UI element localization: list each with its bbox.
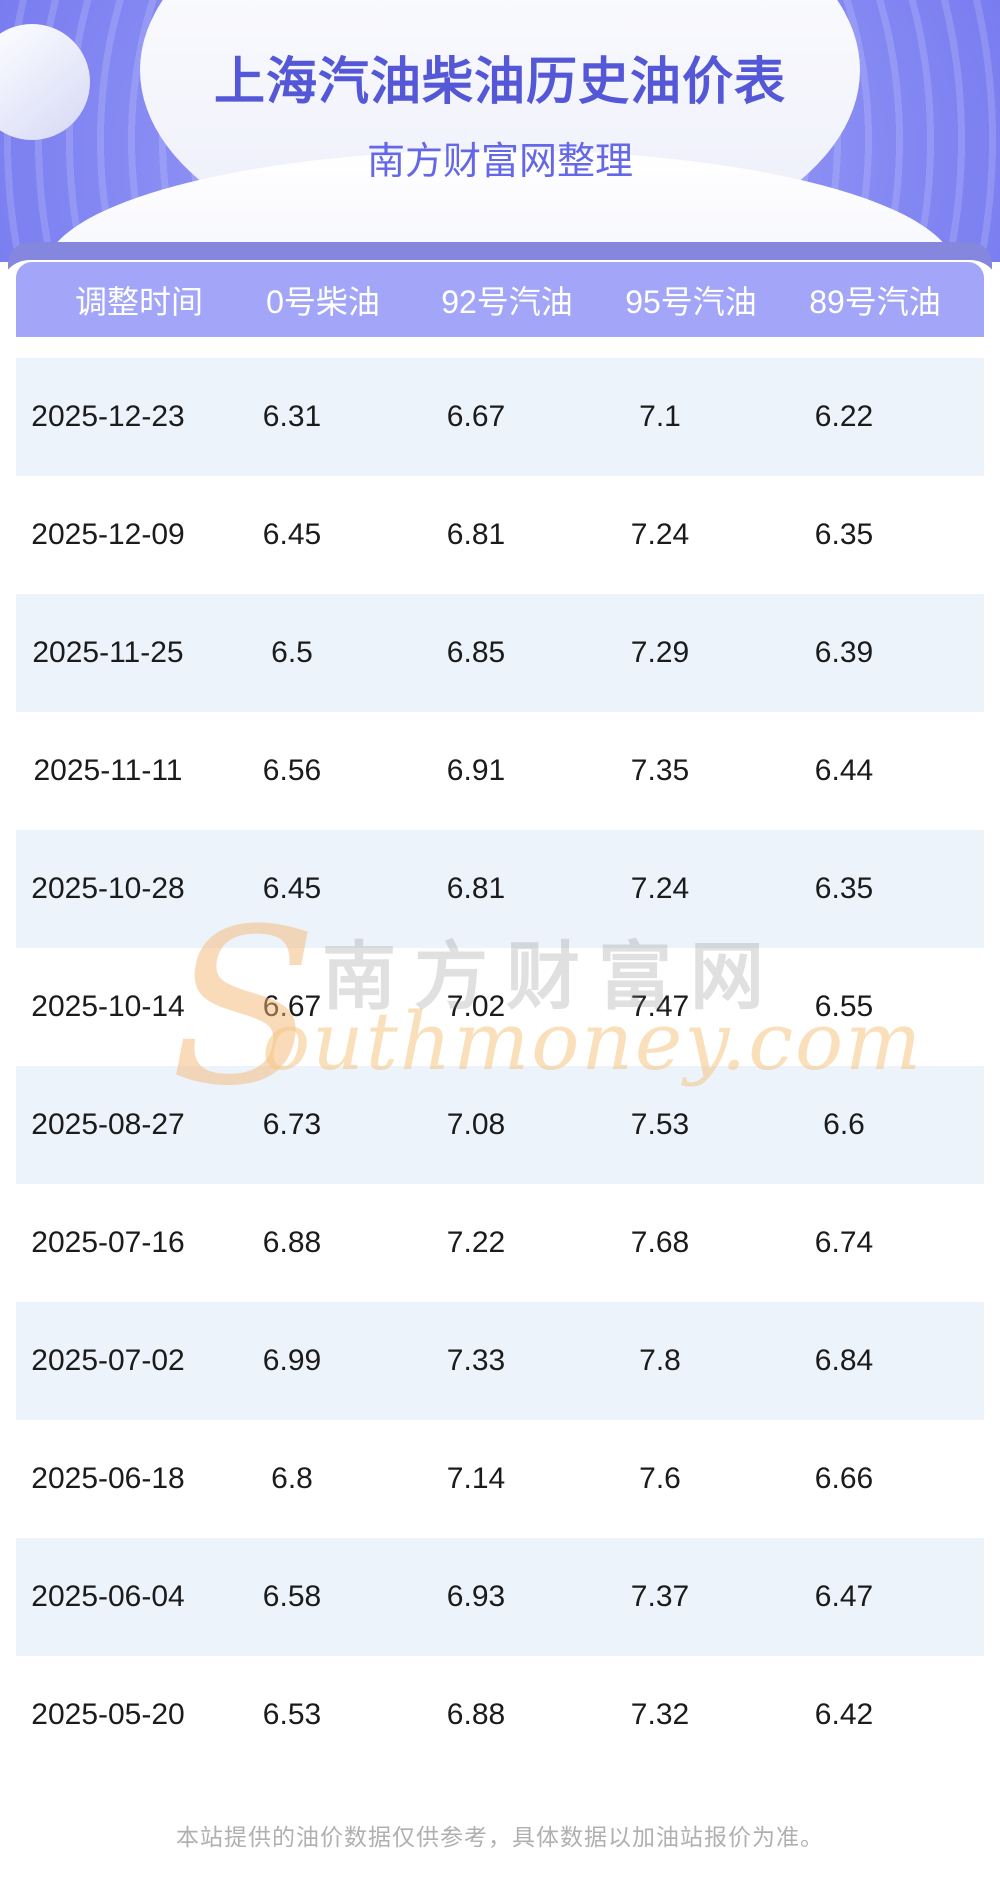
table-body: 2025-12-23 6.31 6.67 7.1 6.22 2025-12-09 6.45 6… <box>16 358 984 1774</box>
cell-price: 7.37 <box>630 1580 690 1613</box>
cell-price: 6.55 <box>814 990 874 1023</box>
cell-date: 2025-07-16 <box>31 1226 185 1259</box>
footer-note: 本站提供的油价数据仅供参考，具体数据以加油站报价为准。 <box>176 1824 824 1850</box>
cell-price: 6.44 <box>814 754 874 787</box>
cell-date: 2025-06-18 <box>31 1462 185 1495</box>
page-title: 上海汽油柴油历史油价表 <box>213 53 786 110</box>
cell-price: 6.73 <box>262 1108 322 1141</box>
cell-price: 6.85 <box>446 636 506 669</box>
table-card: 调整时间 0号柴油 92号汽油 95号汽油 89号汽油 2025-12-23 6.31 6.… <box>0 260 1000 1880</box>
cell-date: 2025-10-14 <box>31 990 185 1023</box>
cell-price: 6.35 <box>814 872 874 905</box>
column-header: 调整时间 <box>74 283 203 320</box>
cell-price: 7.02 <box>446 990 506 1023</box>
cell-price: 7.1 <box>639 400 681 433</box>
cell-price: 6.6 <box>823 1108 865 1141</box>
cell-price: 7.24 <box>630 518 690 551</box>
table-row: 2025-12-23 6.31 6.67 7.1 6.22 <box>16 358 984 476</box>
cell-date: 2025-11-25 <box>32 636 184 669</box>
cell-price: 7.32 <box>630 1698 690 1731</box>
cell-price: 6.93 <box>446 1580 506 1613</box>
cell-price: 6.67 <box>262 990 322 1023</box>
cell-price: 6.99 <box>262 1344 322 1377</box>
cell-price: 7.35 <box>630 754 690 787</box>
cell-date: 2025-05-20 <box>31 1698 185 1731</box>
cell-price: 6.35 <box>814 518 874 551</box>
decorative-circle <box>0 24 90 140</box>
cell-price: 7.6 <box>639 1462 681 1495</box>
table-row: 2025-07-02 6.99 7.33 7.8 6.84 <box>16 1302 984 1420</box>
column-header: 0号柴油 <box>266 283 380 320</box>
cell-price: 6.74 <box>814 1226 874 1259</box>
cell-price: 7.47 <box>630 990 690 1023</box>
cell-date: 2025-08-27 <box>31 1108 185 1141</box>
cell-date: 2025-12-09 <box>31 518 185 551</box>
cell-date: 2025-12-23 <box>31 400 185 433</box>
cell-price: 6.56 <box>262 754 322 787</box>
cell-price: 7.22 <box>446 1226 506 1259</box>
cell-price: 7.68 <box>630 1226 690 1259</box>
cell-price: 6.42 <box>814 1698 874 1731</box>
header-banner: 上海汽油柴油历史油价表 南方财富网整理 <box>0 0 1000 262</box>
table-row: 2025-06-18 6.8 7.14 7.6 6.66 <box>16 1420 984 1538</box>
cell-price: 7.08 <box>446 1108 506 1141</box>
cell-price: 7.33 <box>446 1344 506 1377</box>
table-row: 2025-11-25 6.5 6.85 7.29 6.39 <box>16 594 984 712</box>
cell-price: 6.58 <box>262 1580 322 1613</box>
cell-price: 7.14 <box>446 1462 506 1495</box>
column-header: 95号汽油 <box>625 283 757 320</box>
table-header-row: 调整时间 0号柴油 92号汽油 95号汽油 89号汽油 <box>16 262 984 337</box>
cell-price: 6.81 <box>446 872 506 905</box>
cell-date: 2025-10-28 <box>31 872 185 905</box>
page-subtitle: 南方财富网整理 <box>366 141 633 183</box>
cell-price: 6.45 <box>262 872 322 905</box>
table-row: 2025-11-11 6.56 6.91 7.35 6.44 <box>16 712 984 830</box>
cell-price: 7.53 <box>630 1108 690 1141</box>
table-row: 2025-10-28 6.45 6.81 7.24 6.35 <box>16 830 984 948</box>
cell-price: 6.66 <box>814 1462 874 1495</box>
table-row: 2025-12-09 6.45 6.81 7.24 6.35 <box>16 476 984 594</box>
cell-price: 6.31 <box>262 400 322 433</box>
cell-price: 6.91 <box>446 754 506 787</box>
cell-price: 6.8 <box>271 1462 313 1495</box>
table-row: 2025-10-14 6.67 7.02 7.47 6.55 <box>16 948 984 1066</box>
cell-price: 7.29 <box>630 636 690 669</box>
cell-date: 2025-07-02 <box>31 1344 185 1377</box>
cell-price: 6.45 <box>262 518 322 551</box>
column-header: 92号汽油 <box>441 283 573 320</box>
table-row: 2025-08-27 6.73 7.08 7.53 6.6 <box>16 1066 984 1184</box>
cell-price: 6.53 <box>262 1698 322 1731</box>
cell-price: 6.88 <box>446 1698 506 1731</box>
cell-price: 7.24 <box>630 872 690 905</box>
table-row: 2025-06-04 6.58 6.93 7.37 6.47 <box>16 1538 984 1656</box>
table-row: 2025-07-16 6.88 7.22 7.68 6.74 <box>16 1184 984 1302</box>
cell-price: 6.88 <box>262 1226 322 1259</box>
cell-price: 6.5 <box>271 636 313 669</box>
cell-price: 6.67 <box>446 400 506 433</box>
cell-price: 6.47 <box>814 1580 874 1613</box>
cell-date: 2025-11-11 <box>33 754 183 787</box>
cell-price: 6.22 <box>814 400 874 433</box>
cell-price: 7.8 <box>639 1344 681 1377</box>
column-header: 89号汽油 <box>809 283 941 320</box>
cell-price: 6.39 <box>814 636 874 669</box>
table-row: 2025-05-20 6.53 6.88 7.32 6.42 <box>16 1656 984 1774</box>
cell-price: 6.81 <box>446 518 506 551</box>
cell-price: 6.84 <box>814 1344 874 1377</box>
cell-date: 2025-06-04 <box>31 1580 185 1613</box>
